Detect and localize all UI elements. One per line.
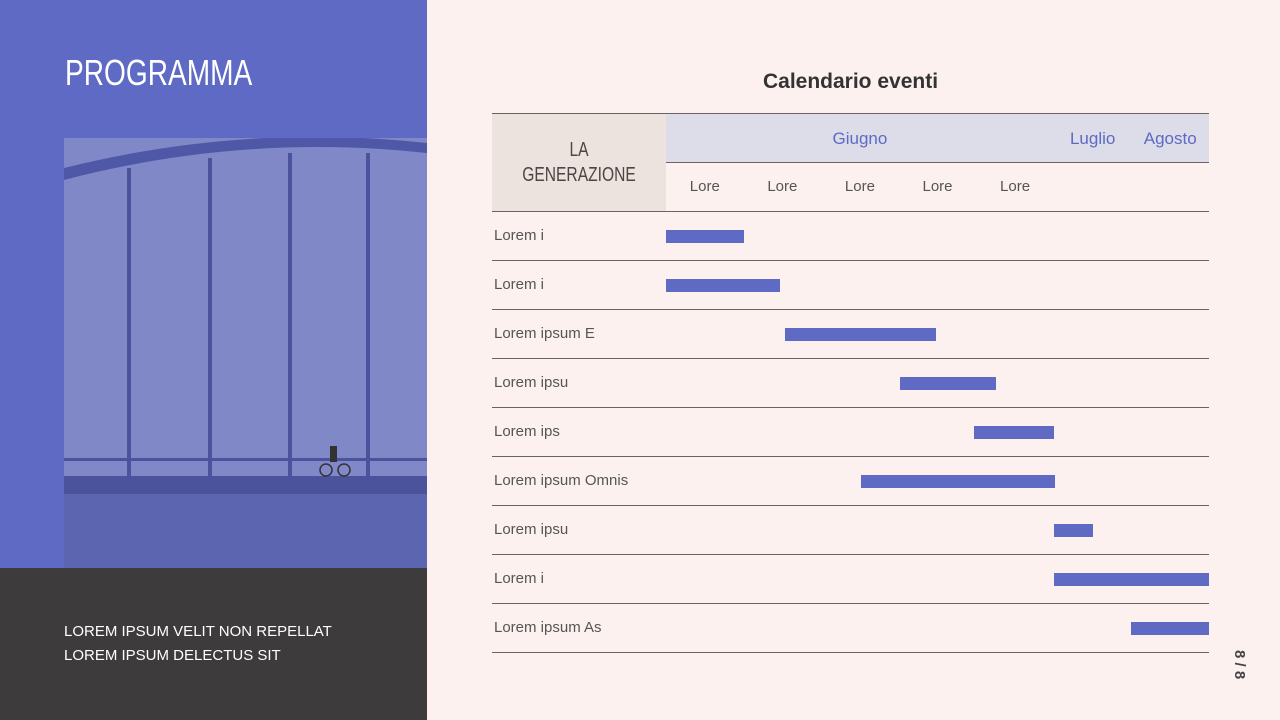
corner-label: LA GENERAZIONE	[492, 113, 666, 211]
gantt-bar	[900, 377, 997, 390]
gantt-bar	[666, 230, 744, 243]
footer-line-2: LOREM IPSUM DELECTUS SIT	[64, 647, 281, 664]
rule	[492, 309, 1209, 310]
row-label: Lorem i	[494, 276, 545, 293]
rule	[492, 603, 1209, 604]
gantt-bar	[785, 328, 936, 341]
month-label: Agosto	[1143, 129, 1197, 148]
row-label: Lorem ipsum As	[494, 619, 602, 636]
gantt-bar	[1131, 622, 1209, 635]
rule	[492, 554, 1209, 555]
rule	[492, 652, 1209, 653]
gantt-bar	[1053, 524, 1093, 537]
rule	[492, 358, 1209, 359]
bridge-photo	[64, 138, 427, 568]
row-label: Lorem ips	[494, 423, 560, 440]
rule	[492, 260, 1209, 261]
chart-title: Calendario eventi	[762, 70, 939, 93]
month-label: Giugno	[832, 129, 888, 148]
column-label: Lore	[767, 178, 798, 195]
row-label: Lorem ipsum E	[494, 325, 595, 342]
column-label: Lore	[922, 178, 953, 195]
left-panel: PROGRAMMA LOREM IPSUM VELIT NON REPELLAT…	[0, 0, 427, 720]
row-label: Lorem ipsu	[494, 374, 569, 391]
gantt-bar	[973, 426, 1054, 439]
footer-band	[0, 568, 427, 720]
row-label: Lorem ipsu	[494, 521, 569, 538]
rule	[492, 456, 1209, 457]
month-label: Luglio	[1069, 129, 1116, 148]
month-band	[666, 113, 1209, 162]
row-label: Lorem ipsum Omnis	[494, 472, 629, 489]
row-label: Lorem i	[494, 227, 545, 244]
rule	[666, 162, 1209, 163]
footer-line-1: LOREM IPSUM VELIT NON REPELLAT	[64, 623, 332, 640]
column-label: Lore	[1000, 178, 1031, 195]
rule	[492, 113, 1209, 114]
gantt-bar	[666, 279, 781, 292]
page-number: 8 / 8	[1231, 650, 1248, 680]
row-label: Lorem i	[494, 570, 545, 587]
column-label: Lore	[689, 178, 720, 195]
gantt-bar	[1053, 573, 1209, 586]
gantt-bar	[861, 475, 1056, 488]
rule	[492, 505, 1209, 506]
rule	[492, 407, 1209, 408]
rule	[492, 211, 1209, 212]
column-label: Lore	[844, 178, 875, 195]
slide-title: PROGRAMMA	[65, 52, 253, 93]
